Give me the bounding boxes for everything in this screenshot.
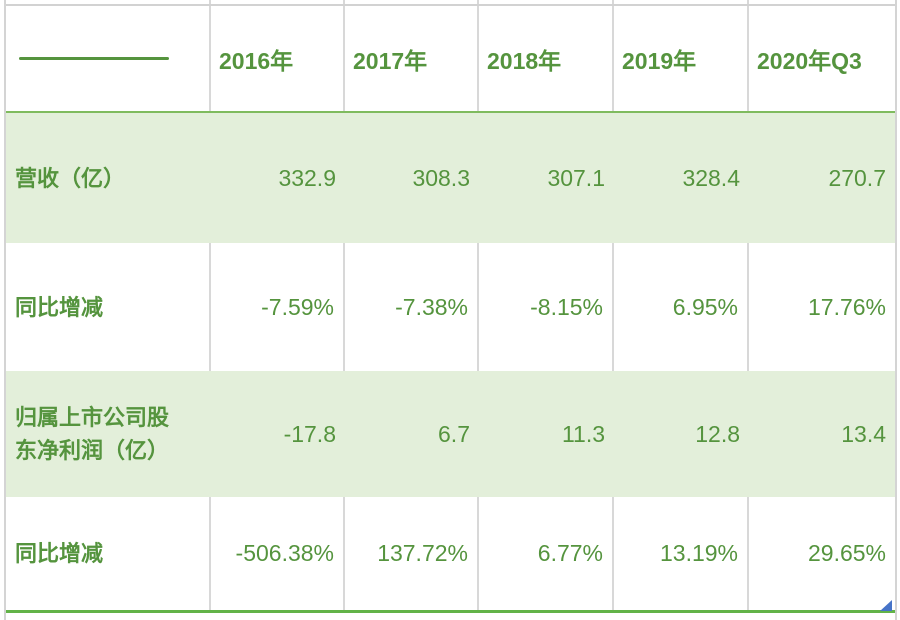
cell-value: 12.8: [695, 420, 740, 447]
cell-value: 307.1: [547, 164, 605, 191]
cell-value: 308.3: [412, 164, 470, 191]
cell-value: 6.77%: [479, 497, 614, 610]
cell-value: 11.3: [561, 420, 605, 447]
financial-table: 2016年 2017年 2018年 2019年 2020年Q3 营收（亿） 33…: [4, 0, 897, 620]
row-label: 营收（亿）: [15, 165, 126, 191]
horizontal-rule-icon: [19, 57, 169, 60]
cell-value: 332.9: [278, 164, 336, 191]
cell-value: 6.95%: [614, 243, 749, 371]
table-row-net-profit-yoy: 同比增减 -506.38% 137.72% 6.77% 13.19% 29.65…: [6, 497, 895, 610]
header-2018: 2018年: [479, 6, 614, 111]
header-2017: 2017年: [345, 6, 479, 111]
cell-value: -7.59%: [211, 243, 345, 371]
header-2016: 2016年: [211, 6, 345, 111]
header-corner-cell: [6, 6, 211, 111]
header-2020q3: 2020年Q3: [757, 47, 862, 74]
header-2019: 2019年: [614, 6, 749, 111]
row-label: 同比增减: [6, 243, 211, 371]
cell-value: -17.8: [283, 420, 336, 447]
cell-value: -506.38%: [211, 497, 345, 610]
resize-handle-icon[interactable]: [880, 600, 892, 611]
row-label: 归属上市公司股东净利润（亿）: [15, 405, 170, 463]
cell-value: 137.72%: [345, 497, 479, 610]
table-row-revenue-yoy: 同比增减 -7.59% -7.38% -8.15% 6.95% 17.76%: [6, 243, 895, 371]
cell-value: 13.19%: [614, 497, 749, 610]
cell-value: 6.7: [438, 420, 470, 447]
table-row-revenue: 营收（亿） 332.9 308.3 307.1 328.4 270.7: [6, 113, 895, 243]
cell-value: 270.7: [828, 164, 886, 191]
cell-value: 328.4: [682, 164, 740, 191]
cell-value: 13.4: [841, 420, 886, 447]
cell-value: -7.38%: [345, 243, 479, 371]
cell-value: -8.15%: [479, 243, 614, 371]
bottom-gridline-stub: [6, 613, 895, 620]
table-bottom-rule: [6, 610, 895, 613]
row-label: 同比增减: [6, 497, 211, 610]
table-header-row: 2016年 2017年 2018年 2019年 2020年Q3: [6, 4, 895, 113]
top-gridline-stubs: [6, 0, 895, 4]
cell-value: 29.65%: [807, 540, 886, 566]
table-row-net-profit: 归属上市公司股东净利润（亿） -17.8 6.7 11.3 12.8 13.4: [6, 371, 895, 497]
cell-value: 17.76%: [807, 293, 886, 320]
